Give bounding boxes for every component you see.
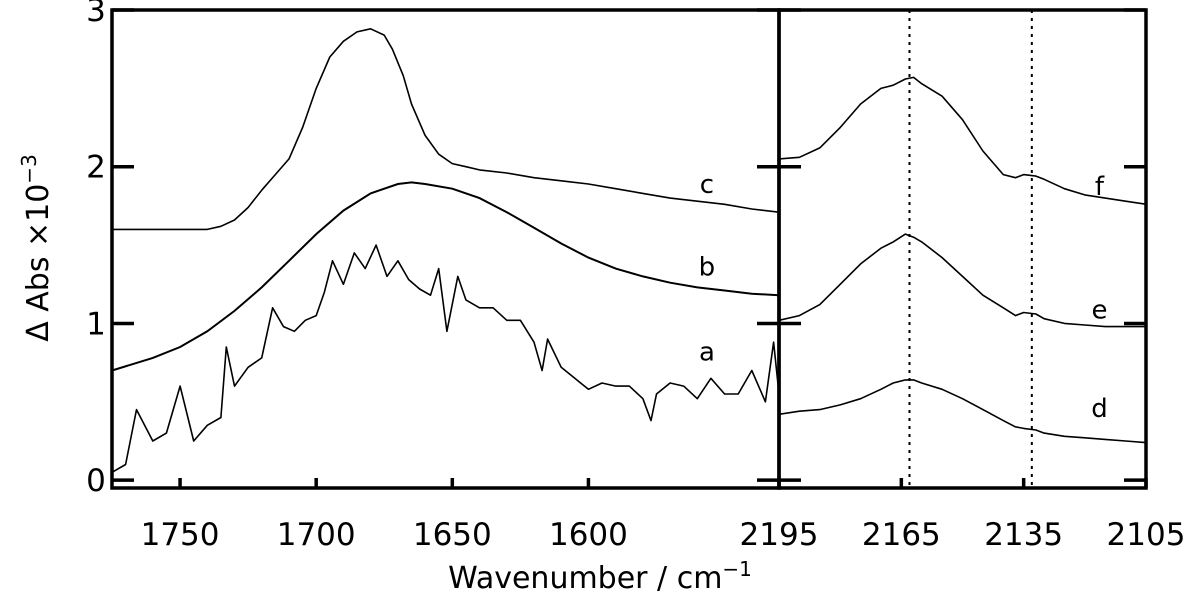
- series-c-label: c: [700, 170, 714, 200]
- series-layer: [111, 27, 1147, 473]
- y-axis-title: Δ Abs ×10−3: [17, 154, 56, 342]
- series-f-label: f: [1095, 172, 1105, 202]
- x-tick-label: 2135: [984, 517, 1063, 553]
- y-tick-label: 0: [86, 463, 106, 499]
- x-tick-label: 1750: [141, 517, 220, 553]
- ticks-layer: [112, 8, 1148, 488]
- x-tick-label: 2165: [862, 517, 941, 553]
- series-a-label: a: [699, 337, 715, 367]
- y-tick-label: 3: [86, 0, 106, 29]
- x-tick-label: 1700: [277, 517, 356, 553]
- series-a-line: [111, 244, 780, 473]
- series-d-label: d: [1091, 394, 1108, 424]
- x-tick-label: 2195: [740, 517, 819, 553]
- vline-layer: [908, 10, 1033, 488]
- series-f-line: [778, 76, 1147, 206]
- x-tick-label: 2105: [1107, 517, 1186, 553]
- series-b-label: b: [699, 252, 716, 282]
- y-tick-label: 2: [86, 150, 106, 186]
- x-axis-title: Wavenumber / cm−1: [448, 557, 752, 596]
- series-e-label: e: [1091, 296, 1107, 326]
- series-b-line: [111, 181, 780, 372]
- y-tick-label: 1: [86, 306, 106, 342]
- x-tick-label: 1600: [549, 517, 628, 553]
- series-e-line: [778, 233, 1146, 328]
- x-tick-label: 1650: [413, 517, 492, 553]
- left-panel-frame: [110, 8, 781, 490]
- right-panel-frame: [777, 8, 1148, 490]
- series-d-line: [778, 379, 1147, 444]
- labels-layer: 0 1 2 3 1750 1700 1650 1600 c b a 2195 2165 2135 2105 f…: [86, 0, 1185, 553]
- series-c-line: [112, 27, 780, 231]
